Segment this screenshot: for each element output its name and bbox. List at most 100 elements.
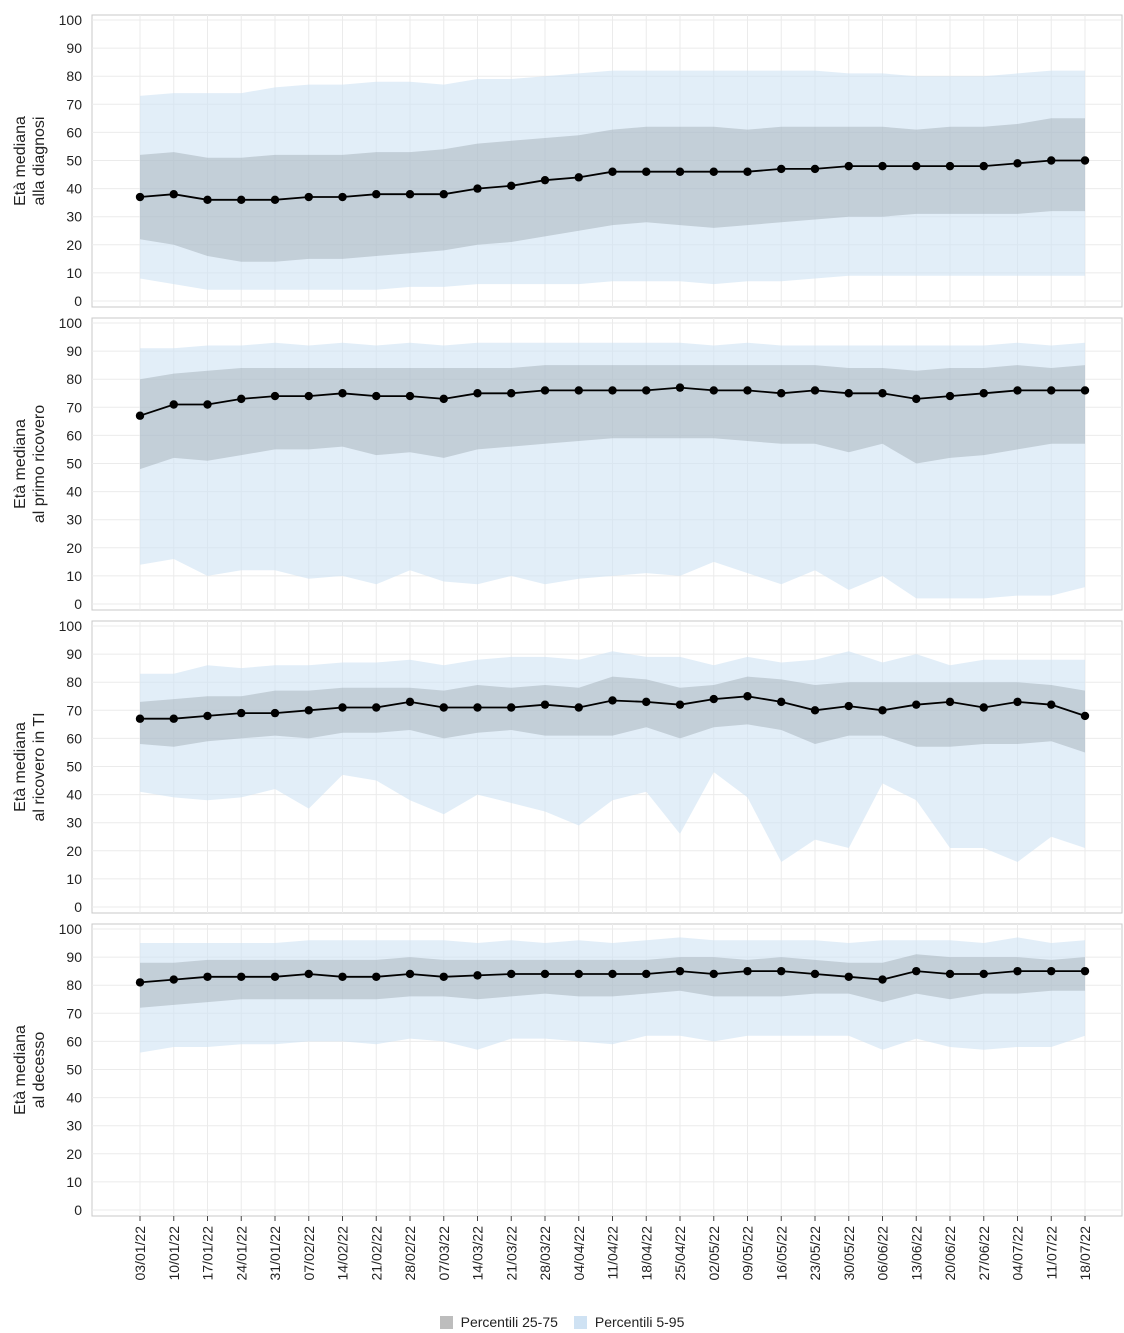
legend-label-iqr: Percentili 25-75 [460, 1314, 558, 1330]
y-axis-title-line: Età mediana [12, 419, 29, 509]
legend-swatch-iqr [439, 1315, 453, 1329]
x-tick-label: 23/05/22 [807, 1226, 823, 1281]
x-tick-label: 30/05/22 [841, 1226, 857, 1281]
y-tick-label: 60 [66, 124, 82, 140]
median-point [304, 192, 313, 202]
median-point [270, 195, 280, 205]
y-tick-label: 20 [66, 843, 82, 859]
median-point [979, 703, 988, 712]
x-tick-label: 20/06/22 [942, 1226, 958, 1281]
y-tick-label: 10 [66, 1174, 82, 1190]
panel-2: 0 10 20 30 40 50 60 70 80 90 100 Età mediana al prim… [12, 315, 1123, 612]
median-point [439, 394, 448, 404]
x-tick-label: 09/05/22 [740, 1226, 756, 1281]
y-tick-label: 10 [66, 871, 82, 887]
median-point [743, 167, 752, 176]
median-point [945, 161, 955, 171]
y-tick-label: 70 [66, 702, 82, 718]
x-tick-label: 18/04/22 [638, 1226, 654, 1281]
median-point [507, 181, 516, 190]
x-tick-label: 31/01/22 [267, 1226, 283, 1281]
median-point [608, 167, 617, 176]
x-tick-label: 04/04/22 [571, 1226, 587, 1281]
legend-swatch-p5-95 [573, 1315, 587, 1329]
median-point [1013, 697, 1022, 707]
y-tick-label: 0 [74, 1202, 82, 1218]
median-point [709, 694, 718, 704]
median-point [237, 394, 246, 404]
median-point [372, 972, 381, 981]
y-axis-title: Età mediana al primo ricovero [12, 405, 48, 523]
y-tick-label: 0 [74, 293, 82, 309]
y-tick-label: 80 [66, 674, 82, 690]
median-point [540, 969, 550, 979]
median-point [743, 386, 752, 395]
median-point [270, 708, 280, 718]
x-tick-label: 10/01/22 [166, 1226, 182, 1281]
median-point [304, 706, 313, 715]
median-point [642, 697, 651, 707]
median-point [473, 703, 482, 712]
y-tick-label: 60 [66, 1033, 82, 1049]
y-tick-label: 60 [66, 730, 82, 746]
median-point [1013, 966, 1022, 976]
median-point [270, 391, 280, 401]
x-tick-label: 06/06/22 [875, 1226, 891, 1281]
x-tick-label: 03/01/22 [132, 1226, 148, 1281]
median-point [1047, 386, 1056, 395]
median-point [439, 703, 448, 712]
median-point [203, 972, 212, 981]
median-point [844, 161, 853, 171]
y-tick-label: 90 [66, 646, 82, 662]
x-tick-label: 17/01/22 [200, 1226, 216, 1281]
y-axis-title-line: al ricovero in TI [31, 712, 48, 821]
median-point [1047, 966, 1056, 976]
band-p25-75 [140, 954, 1085, 1008]
median-point [473, 971, 482, 980]
median-point [169, 975, 178, 984]
median-point [338, 703, 347, 712]
median-point [574, 386, 583, 395]
median-point [777, 389, 786, 398]
legend: Percentili 25-75 Percentili 5-95 [0, 1314, 1124, 1330]
legend-item-p5-95: Percentili 5-95 [573, 1314, 684, 1330]
y-tick-label: 40 [66, 787, 82, 803]
median-point [540, 700, 550, 709]
median-point [912, 700, 921, 709]
median-point [608, 386, 617, 395]
median-point [675, 966, 685, 976]
median-point [135, 714, 145, 723]
median-point [709, 969, 718, 979]
median-point [1047, 700, 1056, 709]
x-tick-label: 16/05/22 [773, 1226, 789, 1281]
median-point [507, 969, 516, 979]
legend-item-iqr: Percentili 25-75 [439, 1314, 558, 1330]
y-tick-label: 10 [66, 568, 82, 584]
y-tick-label: 100 [59, 921, 83, 937]
x-tick-label: 02/05/22 [706, 1226, 722, 1281]
median-point [777, 966, 786, 976]
y-tick-label: 0 [74, 596, 82, 612]
x-tick-label: 24/01/22 [233, 1226, 249, 1281]
median-point [945, 969, 955, 979]
median-point [338, 972, 347, 981]
median-point [675, 700, 685, 709]
x-tick-label: 21/02/22 [368, 1226, 384, 1281]
panel-1: 0 10 20 30 40 50 60 70 80 90 100 Età mediana alla di… [12, 12, 1123, 309]
median-point [372, 190, 381, 199]
median-point [237, 195, 246, 205]
band-p25-75 [140, 118, 1085, 262]
median-point [878, 975, 887, 984]
median-point [540, 386, 550, 395]
median-point [405, 391, 415, 401]
x-tick-label: 11/07/22 [1043, 1226, 1059, 1280]
y-tick-label: 100 [59, 315, 83, 331]
y-tick-label: 90 [66, 343, 82, 359]
median-point [203, 711, 212, 721]
band-p5-95 [140, 937, 1085, 1053]
median-point [912, 966, 921, 976]
median-point [743, 966, 752, 976]
median-point [203, 400, 212, 409]
y-tick-label: 80 [66, 68, 82, 84]
median-point [810, 164, 820, 174]
